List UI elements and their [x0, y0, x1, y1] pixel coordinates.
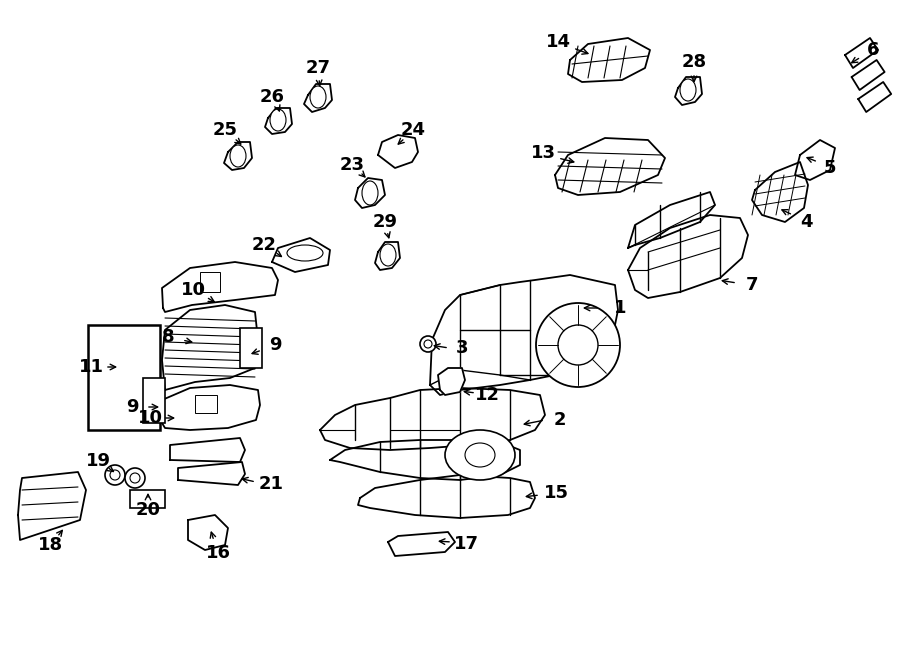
Ellipse shape — [465, 443, 495, 467]
Ellipse shape — [445, 430, 515, 480]
Polygon shape — [675, 77, 702, 105]
Text: 11: 11 — [78, 358, 104, 376]
Polygon shape — [162, 385, 260, 430]
Polygon shape — [430, 275, 618, 395]
Polygon shape — [628, 215, 748, 298]
Text: 4: 4 — [800, 213, 812, 231]
Bar — [195, 395, 217, 413]
Text: 22: 22 — [251, 236, 276, 254]
Polygon shape — [628, 192, 715, 248]
Bar — [88, 325, 160, 430]
Ellipse shape — [310, 86, 326, 108]
Ellipse shape — [380, 244, 396, 266]
Ellipse shape — [125, 468, 145, 488]
Polygon shape — [752, 162, 808, 222]
Text: 21: 21 — [258, 475, 284, 493]
Ellipse shape — [105, 465, 125, 485]
Polygon shape — [438, 368, 465, 395]
Text: 19: 19 — [86, 452, 111, 470]
Text: 18: 18 — [38, 536, 63, 554]
Text: 3: 3 — [455, 339, 468, 357]
Text: 7: 7 — [746, 276, 758, 294]
Ellipse shape — [270, 109, 286, 131]
Polygon shape — [162, 305, 258, 390]
Ellipse shape — [680, 79, 696, 101]
Text: 16: 16 — [205, 544, 230, 562]
Text: 13: 13 — [530, 144, 555, 162]
Text: 27: 27 — [305, 59, 330, 77]
Polygon shape — [162, 262, 278, 312]
Polygon shape — [358, 475, 535, 518]
Text: 29: 29 — [373, 213, 398, 231]
Polygon shape — [265, 108, 292, 134]
Ellipse shape — [536, 303, 620, 387]
Polygon shape — [795, 140, 835, 180]
Polygon shape — [18, 472, 86, 540]
Text: 17: 17 — [454, 535, 479, 553]
Text: 28: 28 — [681, 53, 706, 71]
Text: 8: 8 — [162, 328, 175, 346]
Polygon shape — [375, 242, 400, 270]
Polygon shape — [355, 178, 385, 208]
Polygon shape — [178, 462, 245, 485]
Polygon shape — [320, 388, 545, 450]
Text: 26: 26 — [259, 88, 284, 106]
Bar — [130, 490, 165, 508]
Ellipse shape — [558, 325, 598, 365]
Ellipse shape — [287, 245, 323, 261]
Text: 24: 24 — [400, 121, 426, 139]
Text: 10: 10 — [181, 281, 205, 299]
Polygon shape — [378, 135, 418, 168]
Bar — [200, 272, 220, 292]
Text: 6: 6 — [867, 41, 879, 59]
Text: 9: 9 — [126, 398, 139, 416]
Text: 1: 1 — [614, 299, 626, 317]
Text: 15: 15 — [544, 484, 569, 502]
Ellipse shape — [110, 470, 120, 480]
Polygon shape — [272, 238, 330, 272]
Polygon shape — [555, 138, 665, 195]
Text: 23: 23 — [339, 156, 365, 174]
Text: 9: 9 — [269, 336, 281, 354]
Text: 2: 2 — [554, 411, 566, 429]
Text: 12: 12 — [474, 386, 500, 404]
Text: 25: 25 — [212, 121, 238, 139]
Text: 5: 5 — [824, 159, 836, 177]
Polygon shape — [304, 84, 332, 112]
Polygon shape — [188, 515, 228, 550]
Text: 14: 14 — [545, 33, 571, 51]
Text: 20: 20 — [136, 501, 160, 519]
Ellipse shape — [424, 340, 432, 348]
Ellipse shape — [362, 181, 378, 205]
Polygon shape — [170, 438, 245, 462]
Polygon shape — [330, 440, 520, 480]
Polygon shape — [859, 82, 891, 112]
Ellipse shape — [420, 336, 436, 352]
Bar — [240, 328, 262, 368]
Polygon shape — [568, 38, 650, 82]
Polygon shape — [388, 532, 455, 556]
Polygon shape — [851, 60, 885, 90]
Ellipse shape — [230, 145, 246, 167]
Bar — [143, 378, 165, 423]
Text: 10: 10 — [138, 409, 163, 427]
Polygon shape — [845, 38, 878, 68]
Ellipse shape — [130, 473, 140, 483]
Polygon shape — [224, 142, 252, 170]
